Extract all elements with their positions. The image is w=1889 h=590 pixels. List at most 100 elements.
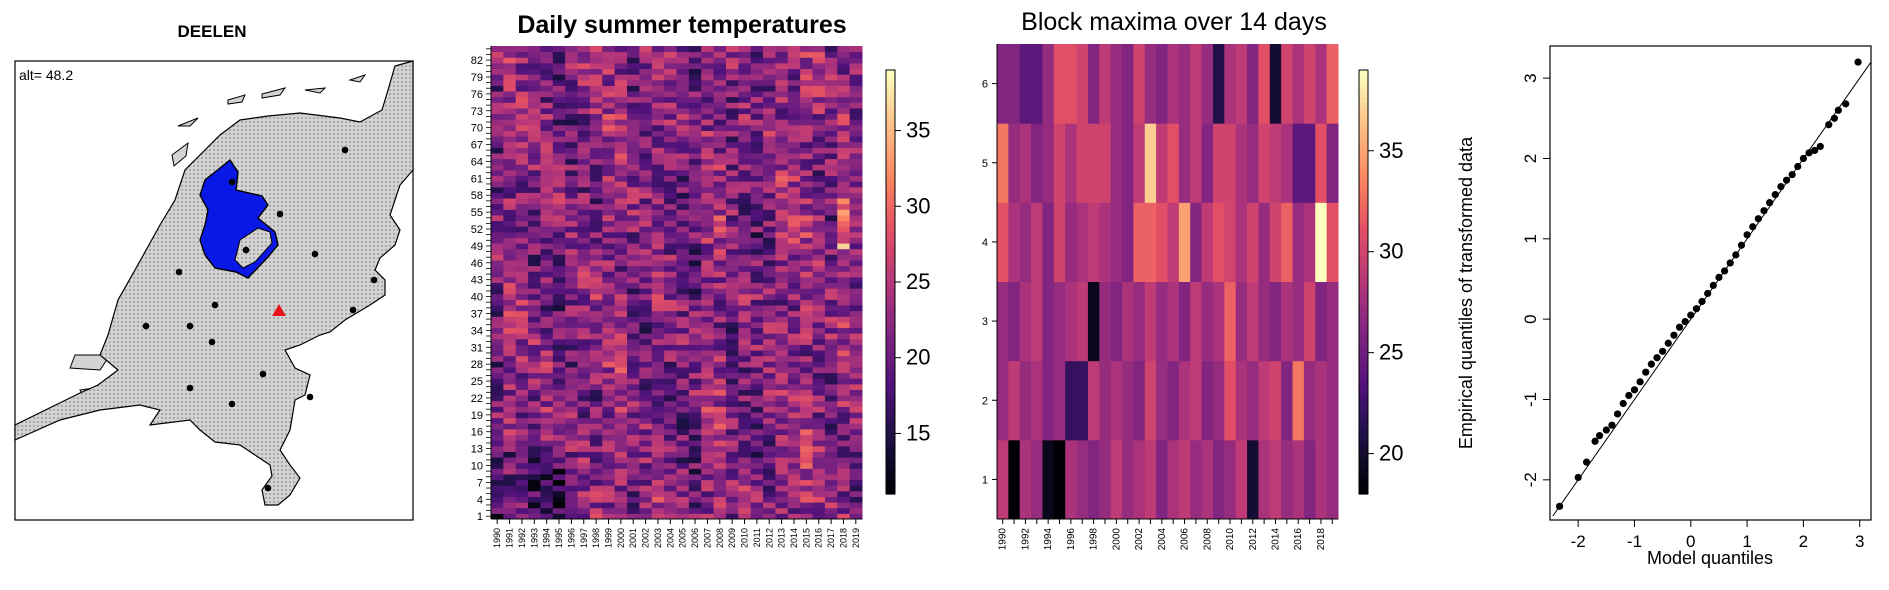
heatmap-cell [552,141,566,148]
heatmap-cell [614,355,628,362]
heatmap-cell [1201,281,1214,362]
heatmap-cell [627,361,640,368]
heatmap-cell [725,164,739,171]
y-tick-label: 0 [1521,314,1540,323]
colorbar-segment [886,229,895,235]
colorbar-segment [1359,366,1368,373]
heatmap-cell [824,243,838,250]
heatmap-cell [540,181,554,188]
heatmap-cell [651,79,665,86]
heatmap-cell [1281,439,1294,520]
heatmap-cell [775,102,789,109]
heatmap-cell [552,417,566,424]
x-tick-label: 2006 [690,528,700,548]
heatmap-cell [725,316,739,323]
heatmap-cell [552,254,566,261]
heatmap-cell [676,502,690,509]
heatmap-cell [651,113,665,120]
heatmap-cell [725,119,739,126]
heatmap-cell [849,113,863,120]
heatmap-cell [725,181,739,188]
map-title: DEELEN [178,22,247,41]
heatmap-cell [515,136,529,143]
heatmap-cell [738,220,752,227]
heatmap-cell [552,440,566,447]
heatmap-cell [713,243,727,250]
heatmap-cell [800,400,814,407]
heatmap-cell [738,389,752,396]
heatmap-cell [1326,281,1339,362]
heatmap-cell [664,209,677,216]
y-tick-label: 40 [471,292,483,304]
heatmap-cell [589,400,603,407]
heatmap-cell [664,445,677,452]
heatmap-cell [775,51,789,58]
heatmap-cell [491,288,504,295]
heatmap-cell [639,507,653,514]
heatmap-cell [651,231,665,238]
heatmap-cell [676,136,690,143]
heatmap-cell [552,119,566,126]
heatmap-cell [725,366,739,374]
heatmap-cell [837,361,851,368]
heatmap-cell [565,152,579,160]
heatmap-cell [763,507,776,514]
colorbar-segment [886,250,895,257]
heatmap-cell [738,372,752,379]
heatmap-cell [614,164,628,171]
heatmap-cell [565,237,579,244]
heatmap-cell [528,372,541,379]
heatmap-cell [602,288,616,295]
heatmap-cell [713,417,727,424]
heatmap-cell [725,468,739,475]
heatmap-cell [849,451,863,458]
heatmap-cell [849,203,863,210]
heatmap-cell [787,288,801,295]
heatmap-cell [491,124,504,131]
heatmap-cell [515,473,529,481]
heatmap-cell [515,113,529,120]
heatmap-cell [676,243,690,250]
heatmap-cell [577,147,591,154]
heatmap-cell [763,231,776,238]
heatmap-cell [725,169,739,177]
heatmap-cell [775,428,789,436]
heatmap-cell [602,502,616,509]
heatmap-cell [664,355,677,362]
heatmap-cell [639,192,653,199]
heatmap-cell [540,79,554,86]
heatmap-cell [787,316,801,323]
heatmap-cell [787,338,801,345]
heatmap-cell [515,282,529,289]
heatmap-cell [849,57,863,64]
heatmap-cell [997,123,1009,203]
colorbar-segment [886,329,895,336]
heatmap-cell [812,316,826,323]
heatmap-cell [676,479,690,486]
heatmap-cell [1110,360,1123,441]
heatmap-cell [725,423,739,430]
heatmap-cell [589,141,603,148]
heatmap-cell [515,152,529,160]
heatmap-cell [738,333,752,340]
heatmap-cell [775,321,789,329]
heatmap-cell [688,259,702,267]
heatmap-cell [552,282,566,289]
heatmap-cell [750,496,764,503]
heatmap-cell [664,423,677,430]
heatmap-cell [627,299,640,306]
heatmap-cell [1269,123,1282,203]
heatmap-cell [639,282,653,289]
heatmap-cell [540,457,554,464]
heatmap-cell [651,457,665,464]
heatmap-cell [565,288,579,295]
heatmap-cell [565,136,579,143]
heatmap-cell [540,310,554,317]
heatmap-cell [627,254,640,261]
heatmap-cell [824,417,838,424]
y-tick-label: 58 [471,190,483,202]
qq-point [1681,317,1689,326]
heatmap-cell [589,203,603,210]
heatmap-cell [750,372,764,379]
colorbar-segment [886,366,895,373]
